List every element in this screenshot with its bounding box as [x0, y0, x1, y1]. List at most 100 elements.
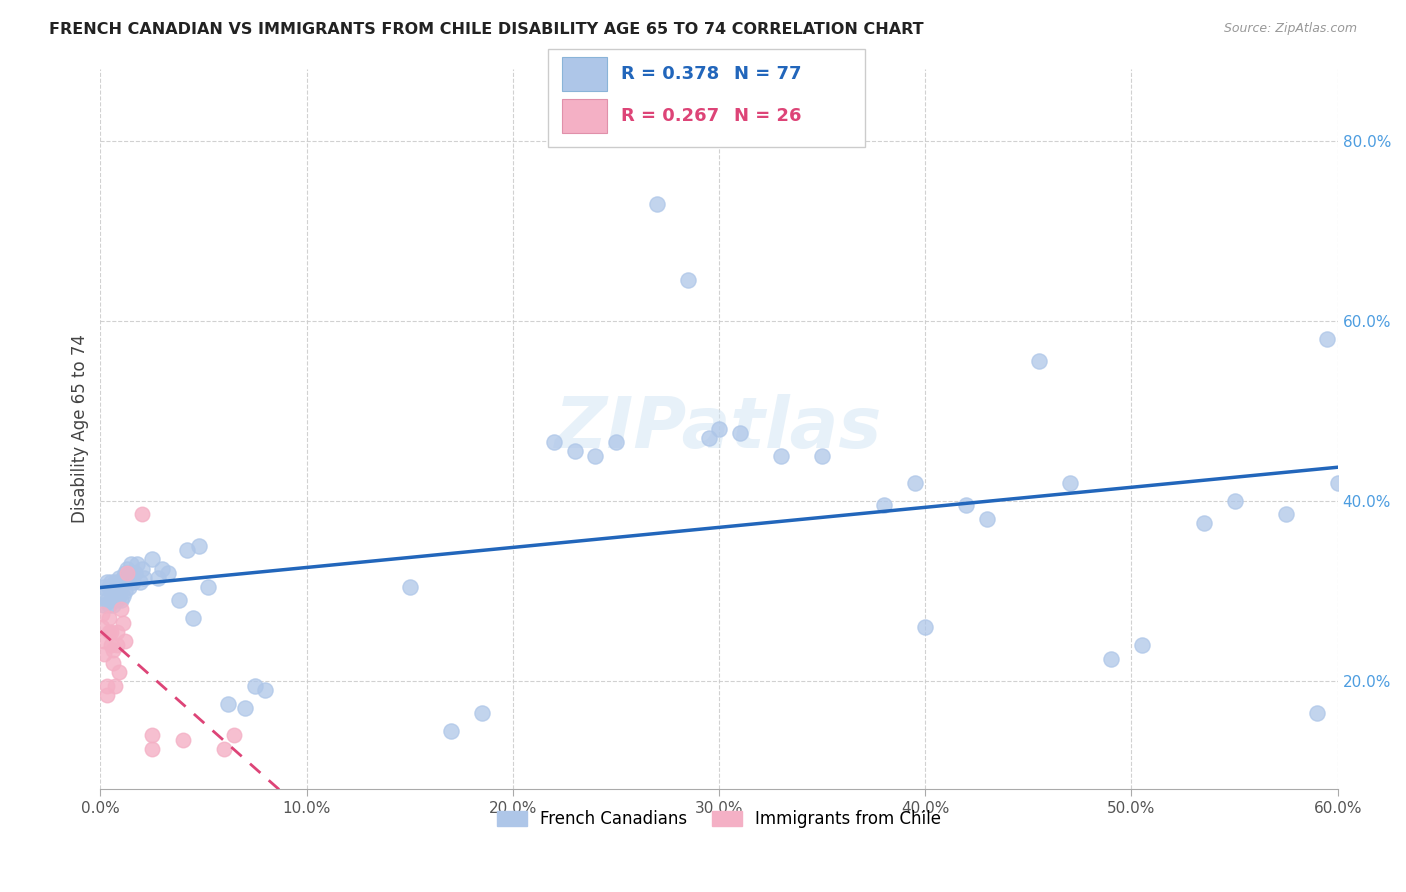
Point — [1028, 354, 1050, 368]
Point — [96, 593, 118, 607]
Point — [101, 598, 124, 612]
Point — [118, 566, 141, 580]
Point — [100, 624, 122, 639]
Point — [243, 679, 266, 693]
Point — [1192, 516, 1215, 531]
Point — [96, 688, 118, 702]
Point — [114, 566, 136, 580]
Point — [150, 561, 173, 575]
Point — [108, 665, 131, 679]
Point — [105, 638, 128, 652]
Point — [105, 593, 128, 607]
Point — [104, 679, 127, 693]
Point — [131, 561, 153, 575]
Point — [100, 574, 122, 589]
Point — [728, 426, 751, 441]
Point — [471, 706, 494, 720]
Point — [93, 598, 115, 612]
Point — [1326, 475, 1348, 490]
Text: FRENCH CANADIAN VS IMMIGRANTS FROM CHILE DISABILITY AGE 65 TO 74 CORRELATION CHA: FRENCH CANADIAN VS IMMIGRANTS FROM CHILE… — [49, 22, 924, 37]
Point — [1059, 475, 1081, 490]
Point — [181, 611, 204, 625]
Point — [104, 574, 127, 589]
Point — [112, 615, 135, 630]
Point — [564, 444, 586, 458]
Point — [583, 449, 606, 463]
Point — [120, 570, 142, 584]
Point — [707, 422, 730, 436]
Point — [224, 728, 246, 742]
Point — [120, 557, 142, 571]
Point — [101, 584, 124, 599]
Point — [233, 701, 256, 715]
Point — [114, 633, 136, 648]
Point — [976, 512, 998, 526]
Point — [914, 620, 936, 634]
Point — [97, 598, 120, 612]
Point — [217, 697, 239, 711]
Point — [96, 574, 118, 589]
Point — [197, 580, 219, 594]
Point — [110, 593, 132, 607]
Y-axis label: Disability Age 65 to 74: Disability Age 65 to 74 — [72, 334, 89, 524]
Point — [676, 273, 699, 287]
Point — [110, 580, 132, 594]
Point — [128, 574, 150, 589]
Point — [212, 741, 235, 756]
Point — [167, 593, 190, 607]
Point — [811, 449, 834, 463]
Point — [110, 602, 132, 616]
Text: R = 0.267: R = 0.267 — [621, 107, 720, 125]
Point — [1275, 508, 1298, 522]
Point — [141, 741, 163, 756]
Text: R = 0.378: R = 0.378 — [621, 65, 720, 83]
Point — [100, 593, 122, 607]
Point — [93, 647, 115, 661]
Point — [101, 642, 124, 657]
Point — [146, 570, 169, 584]
Text: ZIPatlas: ZIPatlas — [555, 394, 883, 463]
Point — [122, 574, 145, 589]
Point — [132, 570, 155, 584]
Point — [1316, 332, 1339, 346]
Text: N = 77: N = 77 — [734, 65, 801, 83]
Point — [543, 435, 565, 450]
Point — [118, 580, 141, 594]
Point — [114, 584, 136, 599]
Point — [1223, 494, 1246, 508]
Point — [1099, 651, 1122, 665]
Point — [97, 611, 120, 625]
Text: Source: ZipAtlas.com: Source: ZipAtlas.com — [1223, 22, 1357, 36]
Point — [769, 449, 792, 463]
Point — [115, 574, 138, 589]
Point — [127, 557, 149, 571]
Point — [97, 624, 120, 639]
Text: N = 26: N = 26 — [734, 107, 801, 125]
Point — [105, 624, 128, 639]
Point — [124, 566, 146, 580]
Point — [254, 683, 277, 698]
Point — [955, 499, 977, 513]
Point — [108, 589, 131, 603]
Point — [157, 566, 180, 580]
Point — [115, 566, 138, 580]
Point — [93, 580, 115, 594]
Point — [91, 589, 114, 603]
Point — [100, 638, 122, 652]
Point — [188, 539, 211, 553]
Point — [398, 580, 420, 594]
Point — [141, 728, 163, 742]
Point — [101, 656, 124, 670]
Point — [440, 723, 463, 738]
Point — [105, 580, 128, 594]
Point — [91, 620, 114, 634]
Point — [645, 196, 668, 211]
Point — [112, 570, 135, 584]
Point — [1130, 638, 1153, 652]
Point — [605, 435, 627, 450]
Point — [904, 475, 927, 490]
Legend: French Canadians, Immigrants from Chile: French Canadians, Immigrants from Chile — [489, 804, 948, 835]
Point — [172, 732, 194, 747]
Point — [176, 543, 198, 558]
Point — [115, 561, 138, 575]
